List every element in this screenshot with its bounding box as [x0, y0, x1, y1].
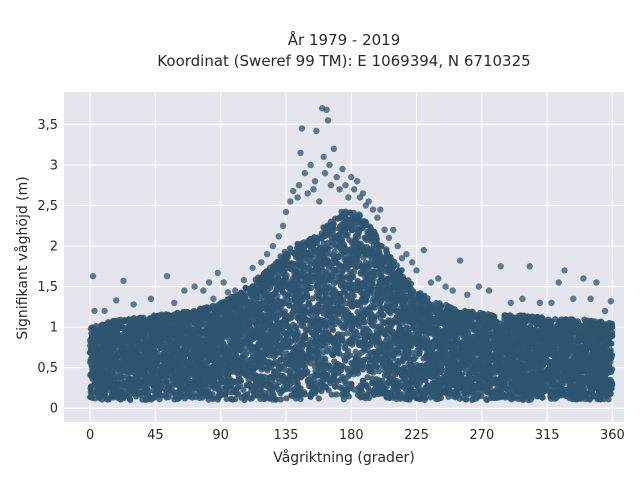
data-point [344, 330, 351, 337]
data-point [581, 316, 588, 323]
data-point [383, 246, 390, 253]
data-point [223, 395, 230, 402]
scatter-points [87, 105, 616, 404]
data-point [398, 267, 405, 274]
data-point [364, 374, 371, 381]
